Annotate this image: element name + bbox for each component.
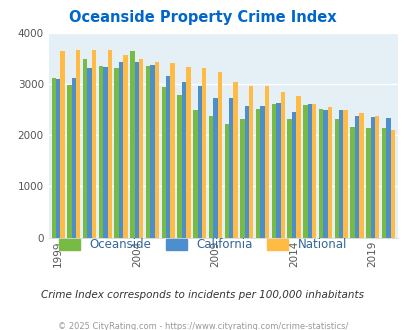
- Bar: [249, 86, 253, 238]
- Bar: [119, 62, 123, 238]
- Bar: [134, 62, 139, 238]
- Bar: [83, 59, 87, 238]
- Bar: [114, 68, 119, 238]
- Bar: [107, 50, 112, 238]
- Bar: [381, 128, 385, 238]
- Bar: [56, 79, 60, 238]
- Bar: [240, 119, 244, 238]
- Bar: [224, 123, 228, 238]
- Bar: [390, 130, 394, 238]
- Bar: [327, 107, 331, 238]
- Bar: [193, 110, 197, 238]
- Bar: [365, 128, 370, 238]
- Bar: [343, 110, 347, 238]
- Bar: [354, 116, 358, 238]
- Bar: [311, 104, 315, 238]
- Text: © 2025 CityRating.com - https://www.cityrating.com/crime-statistics/: © 2025 CityRating.com - https://www.city…: [58, 322, 347, 330]
- Bar: [256, 109, 260, 238]
- Bar: [350, 127, 354, 238]
- Bar: [76, 50, 80, 238]
- Bar: [181, 82, 186, 238]
- Bar: [130, 51, 134, 238]
- Bar: [291, 112, 296, 238]
- Bar: [370, 117, 374, 238]
- Bar: [177, 95, 181, 238]
- Bar: [260, 106, 264, 238]
- Bar: [334, 119, 338, 238]
- Bar: [213, 98, 217, 238]
- Bar: [338, 110, 343, 238]
- Bar: [303, 105, 307, 238]
- Bar: [275, 103, 280, 238]
- Bar: [51, 78, 56, 238]
- Bar: [67, 85, 72, 238]
- Bar: [217, 72, 222, 238]
- Bar: [296, 96, 300, 238]
- Bar: [385, 118, 390, 238]
- Bar: [170, 63, 175, 238]
- Bar: [186, 67, 190, 238]
- Bar: [197, 86, 201, 238]
- Bar: [87, 68, 92, 238]
- Bar: [201, 68, 206, 238]
- Bar: [322, 110, 327, 238]
- Legend: Oceanside, California, National: Oceanside, California, National: [59, 239, 346, 251]
- Bar: [72, 78, 76, 238]
- Bar: [307, 104, 311, 238]
- Bar: [139, 59, 143, 238]
- Bar: [98, 66, 103, 238]
- Text: Oceanside Property Crime Index: Oceanside Property Crime Index: [69, 10, 336, 25]
- Bar: [280, 92, 284, 238]
- Bar: [318, 109, 322, 238]
- Bar: [271, 104, 275, 238]
- Bar: [264, 86, 269, 238]
- Bar: [154, 62, 159, 238]
- Bar: [103, 67, 107, 238]
- Bar: [358, 113, 363, 238]
- Bar: [233, 82, 237, 238]
- Bar: [60, 51, 65, 238]
- Bar: [208, 116, 213, 238]
- Bar: [145, 66, 150, 238]
- Bar: [228, 98, 233, 238]
- Bar: [150, 65, 154, 238]
- Bar: [166, 76, 170, 238]
- Text: Crime Index corresponds to incidents per 100,000 inhabitants: Crime Index corresponds to incidents per…: [41, 290, 364, 300]
- Bar: [287, 119, 291, 238]
- Bar: [374, 116, 378, 238]
- Bar: [92, 50, 96, 238]
- Bar: [244, 106, 249, 238]
- Bar: [161, 87, 166, 238]
- Bar: [123, 55, 127, 238]
